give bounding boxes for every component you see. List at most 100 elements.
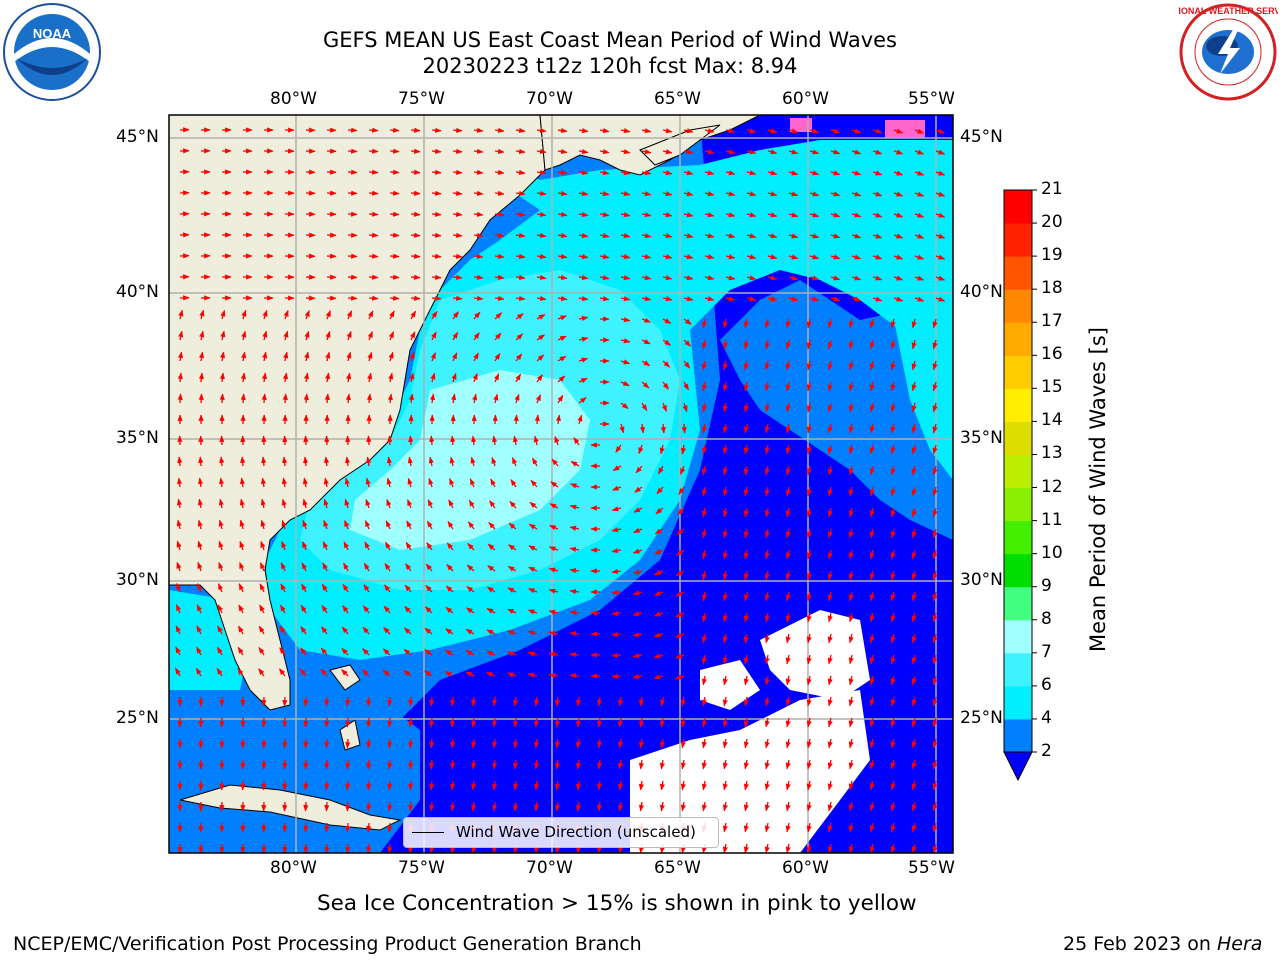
wind-wave-arrow [548, 609, 559, 615]
wind-wave-arrow [528, 545, 538, 551]
wind-wave-arrow [788, 212, 799, 218]
wind-wave-arrow [809, 275, 820, 281]
colorbar-segment [1004, 256, 1032, 290]
wind-wave-arrow [911, 717, 917, 728]
wind-wave-arrow [596, 780, 603, 791]
wind-wave-arrow [785, 444, 791, 455]
wind-wave-arrow [429, 696, 435, 707]
map-frame [168, 114, 954, 854]
wind-wave-arrow [785, 591, 791, 602]
wind-wave-arrow [764, 717, 770, 728]
wind-wave-arrow [260, 519, 266, 530]
wind-wave-arrow [634, 486, 643, 493]
wind-wave-arrow [382, 648, 391, 656]
wind-wave-arrow [632, 569, 643, 575]
wind-wave-arrow [410, 127, 421, 133]
wind-wave-arrow [911, 381, 917, 392]
wind-wave-arrow [407, 477, 413, 488]
wind-wave-arrow [653, 590, 664, 596]
wind-wave-arrow [324, 717, 330, 728]
wind-wave-arrow [408, 696, 414, 707]
wind-wave-arrow [366, 717, 372, 728]
wind-wave-arrow [764, 318, 770, 329]
wind-wave-arrow [785, 339, 791, 350]
wind-wave-arrow [683, 170, 694, 176]
wind-wave-arrow [890, 507, 896, 518]
wind-wave-arrow [429, 393, 436, 404]
wind-wave-arrow [848, 381, 854, 392]
wind-wave-arrow [827, 822, 833, 833]
wind-wave-arrow [722, 528, 728, 539]
wind-wave-arrow [617, 738, 624, 749]
wind-wave-arrow [473, 332, 480, 341]
wind-wave-arrow [911, 591, 917, 602]
wind-wave-arrow [932, 591, 938, 602]
wind-wave-arrow [893, 170, 904, 176]
wind-wave-arrow [722, 675, 728, 686]
wind-wave-arrow [195, 667, 202, 677]
wind-wave-arrow [911, 822, 917, 833]
wind-wave-arrow [767, 212, 778, 218]
wind-wave-arrow [489, 500, 496, 509]
wind-wave-arrow [345, 435, 351, 446]
wind-wave-arrow [764, 402, 770, 413]
wind-wave-arrow [261, 372, 268, 383]
wind-wave-arrow [746, 254, 757, 260]
wind-wave-arrow [620, 380, 630, 387]
wind-wave-arrow [345, 759, 351, 770]
wind-wave-arrow [323, 498, 329, 509]
wind-wave-arrow [701, 759, 707, 770]
wind-wave-arrow [280, 562, 287, 572]
wind-wave-arrow [620, 170, 631, 176]
wind-wave-arrow [722, 339, 728, 350]
wind-wave-arrow [450, 801, 456, 812]
wind-wave-arrow [890, 780, 896, 791]
colorbar-tick-label: 9 [1041, 575, 1052, 596]
wind-wave-arrow [743, 381, 749, 392]
wind-wave-arrow [529, 501, 538, 509]
wind-wave-arrow [848, 675, 854, 686]
wind-wave-arrow [746, 233, 757, 239]
wind-wave-arrow [492, 696, 498, 707]
sea-ice-patch-2 [885, 120, 925, 138]
wind-wave-arrow [303, 843, 309, 853]
wind-wave-arrow [216, 646, 223, 656]
wind-wave-arrow [197, 540, 203, 551]
wind-wave-arrow [557, 190, 568, 197]
wind-wave-arrow [513, 717, 519, 728]
wind-wave-arrow [320, 668, 328, 677]
wind-wave-arrow [806, 591, 812, 602]
wind-wave-arrow [767, 233, 778, 239]
wind-wave-arrow [806, 612, 812, 623]
wind-wave-arrow [848, 633, 854, 644]
wind-wave-arrow [531, 457, 538, 467]
wind-wave-arrow [890, 381, 896, 392]
wind-wave-arrow [452, 331, 459, 341]
wind-wave-arrow [237, 668, 244, 677]
wind-wave-arrow [367, 351, 373, 362]
wind-wave-arrow [385, 520, 392, 530]
wind-wave-arrow [848, 780, 854, 791]
wind-wave-arrow [282, 393, 288, 404]
wind-wave-arrow [611, 652, 622, 658]
wind-wave-arrow [536, 232, 547, 239]
wind-wave-arrow [701, 570, 707, 581]
wind-wave-arrow [701, 339, 707, 350]
wind-wave-arrow [869, 465, 875, 476]
no-data-region-3 [700, 660, 760, 710]
wind-wave-arrow [848, 465, 854, 476]
wind-wave-arrow [368, 169, 379, 175]
wind-wave-arrow [578, 211, 589, 218]
wind-wave-arrow [932, 780, 938, 791]
wind-wave-arrow [890, 570, 896, 581]
wind-wave-arrow [493, 393, 499, 404]
wind-wave-arrow [806, 843, 812, 853]
wind-wave-arrow [848, 318, 854, 329]
wind-wave-arrow [701, 444, 707, 455]
wind-wave-arrow [513, 780, 519, 791]
wind-wave-arrow [641, 128, 652, 134]
wind-wave-arrow [486, 629, 496, 635]
wind-wave-arrow [809, 296, 820, 302]
wind-wave-arrow [241, 351, 247, 362]
wind-wave-arrow [848, 423, 854, 434]
